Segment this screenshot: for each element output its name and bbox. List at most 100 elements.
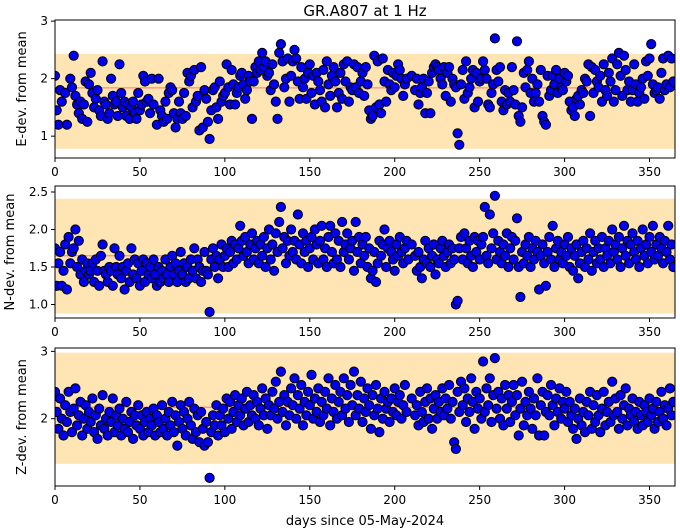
data-point xyxy=(260,261,271,273)
data-point xyxy=(491,403,502,414)
data-point xyxy=(585,110,596,122)
data-point xyxy=(116,273,127,284)
data-point xyxy=(320,386,331,397)
data-point xyxy=(635,82,647,93)
data-point xyxy=(100,99,112,110)
data-point xyxy=(316,220,327,231)
data-point xyxy=(617,413,628,424)
x-tick-label: 100 xyxy=(213,165,236,179)
data-point xyxy=(484,209,495,220)
data-point xyxy=(656,386,667,397)
data-point xyxy=(68,50,79,61)
data-point xyxy=(109,243,120,254)
data-point xyxy=(569,110,580,122)
data-point xyxy=(289,373,300,384)
data-point xyxy=(106,73,117,84)
data-point xyxy=(294,403,305,414)
data-point xyxy=(651,396,662,407)
data-point xyxy=(467,261,478,273)
data-point xyxy=(489,190,500,201)
data-point xyxy=(72,420,83,431)
data-point xyxy=(379,386,390,397)
data-point xyxy=(421,383,433,394)
data-point xyxy=(489,353,500,364)
x-tick-label: 50 xyxy=(132,325,147,339)
data-point xyxy=(501,403,512,414)
data-point xyxy=(196,62,207,73)
data-point xyxy=(292,390,303,401)
data-point xyxy=(342,228,353,239)
data-point xyxy=(629,59,640,70)
data-point xyxy=(423,413,434,424)
data-point xyxy=(449,254,460,265)
data-point xyxy=(461,416,472,428)
data-point xyxy=(70,224,81,235)
data-point xyxy=(204,306,215,318)
data-point xyxy=(573,273,584,284)
data-point xyxy=(121,396,132,407)
data-point xyxy=(394,390,405,401)
data-point xyxy=(642,70,653,81)
data-point xyxy=(515,291,526,303)
y-tick-label: 2.5 xyxy=(29,185,48,199)
data-point xyxy=(350,216,361,228)
data-point xyxy=(425,261,436,273)
data-point xyxy=(241,85,252,96)
data-point xyxy=(148,99,159,110)
data-point xyxy=(56,96,67,107)
data-point xyxy=(506,62,517,73)
x-tick-label: 200 xyxy=(383,165,406,179)
data-point xyxy=(389,383,400,394)
y-tick-label: 2.0 xyxy=(29,223,48,237)
y-tick-label: 1 xyxy=(40,129,48,143)
data-point xyxy=(425,108,436,119)
axes-frame xyxy=(54,347,676,487)
data-point xyxy=(306,87,317,99)
data-point xyxy=(275,201,286,213)
data-point xyxy=(528,393,540,404)
data-point xyxy=(321,56,332,67)
data-point xyxy=(372,403,383,414)
data-point xyxy=(615,261,626,273)
data-point xyxy=(618,50,630,61)
data-point xyxy=(246,228,258,239)
x-tick-label: 200 xyxy=(383,493,406,507)
data-point xyxy=(389,265,400,276)
data-point xyxy=(457,64,468,76)
data-point xyxy=(637,224,648,235)
data-point xyxy=(503,261,514,273)
x-tick-label: 300 xyxy=(553,165,576,179)
data-point xyxy=(444,379,455,391)
y-tick-label: 3 xyxy=(40,14,48,28)
data-point xyxy=(522,64,533,76)
data-point xyxy=(508,254,519,265)
data-point xyxy=(612,406,623,418)
x-tick-label: 50 xyxy=(132,165,147,179)
data-point xyxy=(272,413,283,424)
chart-title: GR.A807 at 1 Hz xyxy=(303,2,426,20)
data-point xyxy=(377,53,388,64)
data-point xyxy=(292,209,303,220)
data-point xyxy=(291,53,302,64)
data-point xyxy=(246,113,258,125)
data-point xyxy=(381,96,392,107)
data-point xyxy=(355,376,366,387)
x-tick-label: 0 xyxy=(51,165,59,179)
data-point xyxy=(506,396,517,407)
data-point xyxy=(398,90,409,102)
data-point xyxy=(517,102,528,113)
data-point xyxy=(530,410,541,421)
data-point xyxy=(549,261,560,273)
data-point xyxy=(511,36,523,47)
data-point xyxy=(454,139,465,150)
data-point xyxy=(97,56,108,67)
data-point xyxy=(235,410,246,421)
x-tick-label: 150 xyxy=(298,493,321,507)
data-point xyxy=(540,119,552,130)
data-point xyxy=(581,76,592,87)
data-point xyxy=(274,216,285,228)
data-point xyxy=(515,403,526,414)
data-point xyxy=(70,383,81,394)
data-point xyxy=(544,410,555,421)
